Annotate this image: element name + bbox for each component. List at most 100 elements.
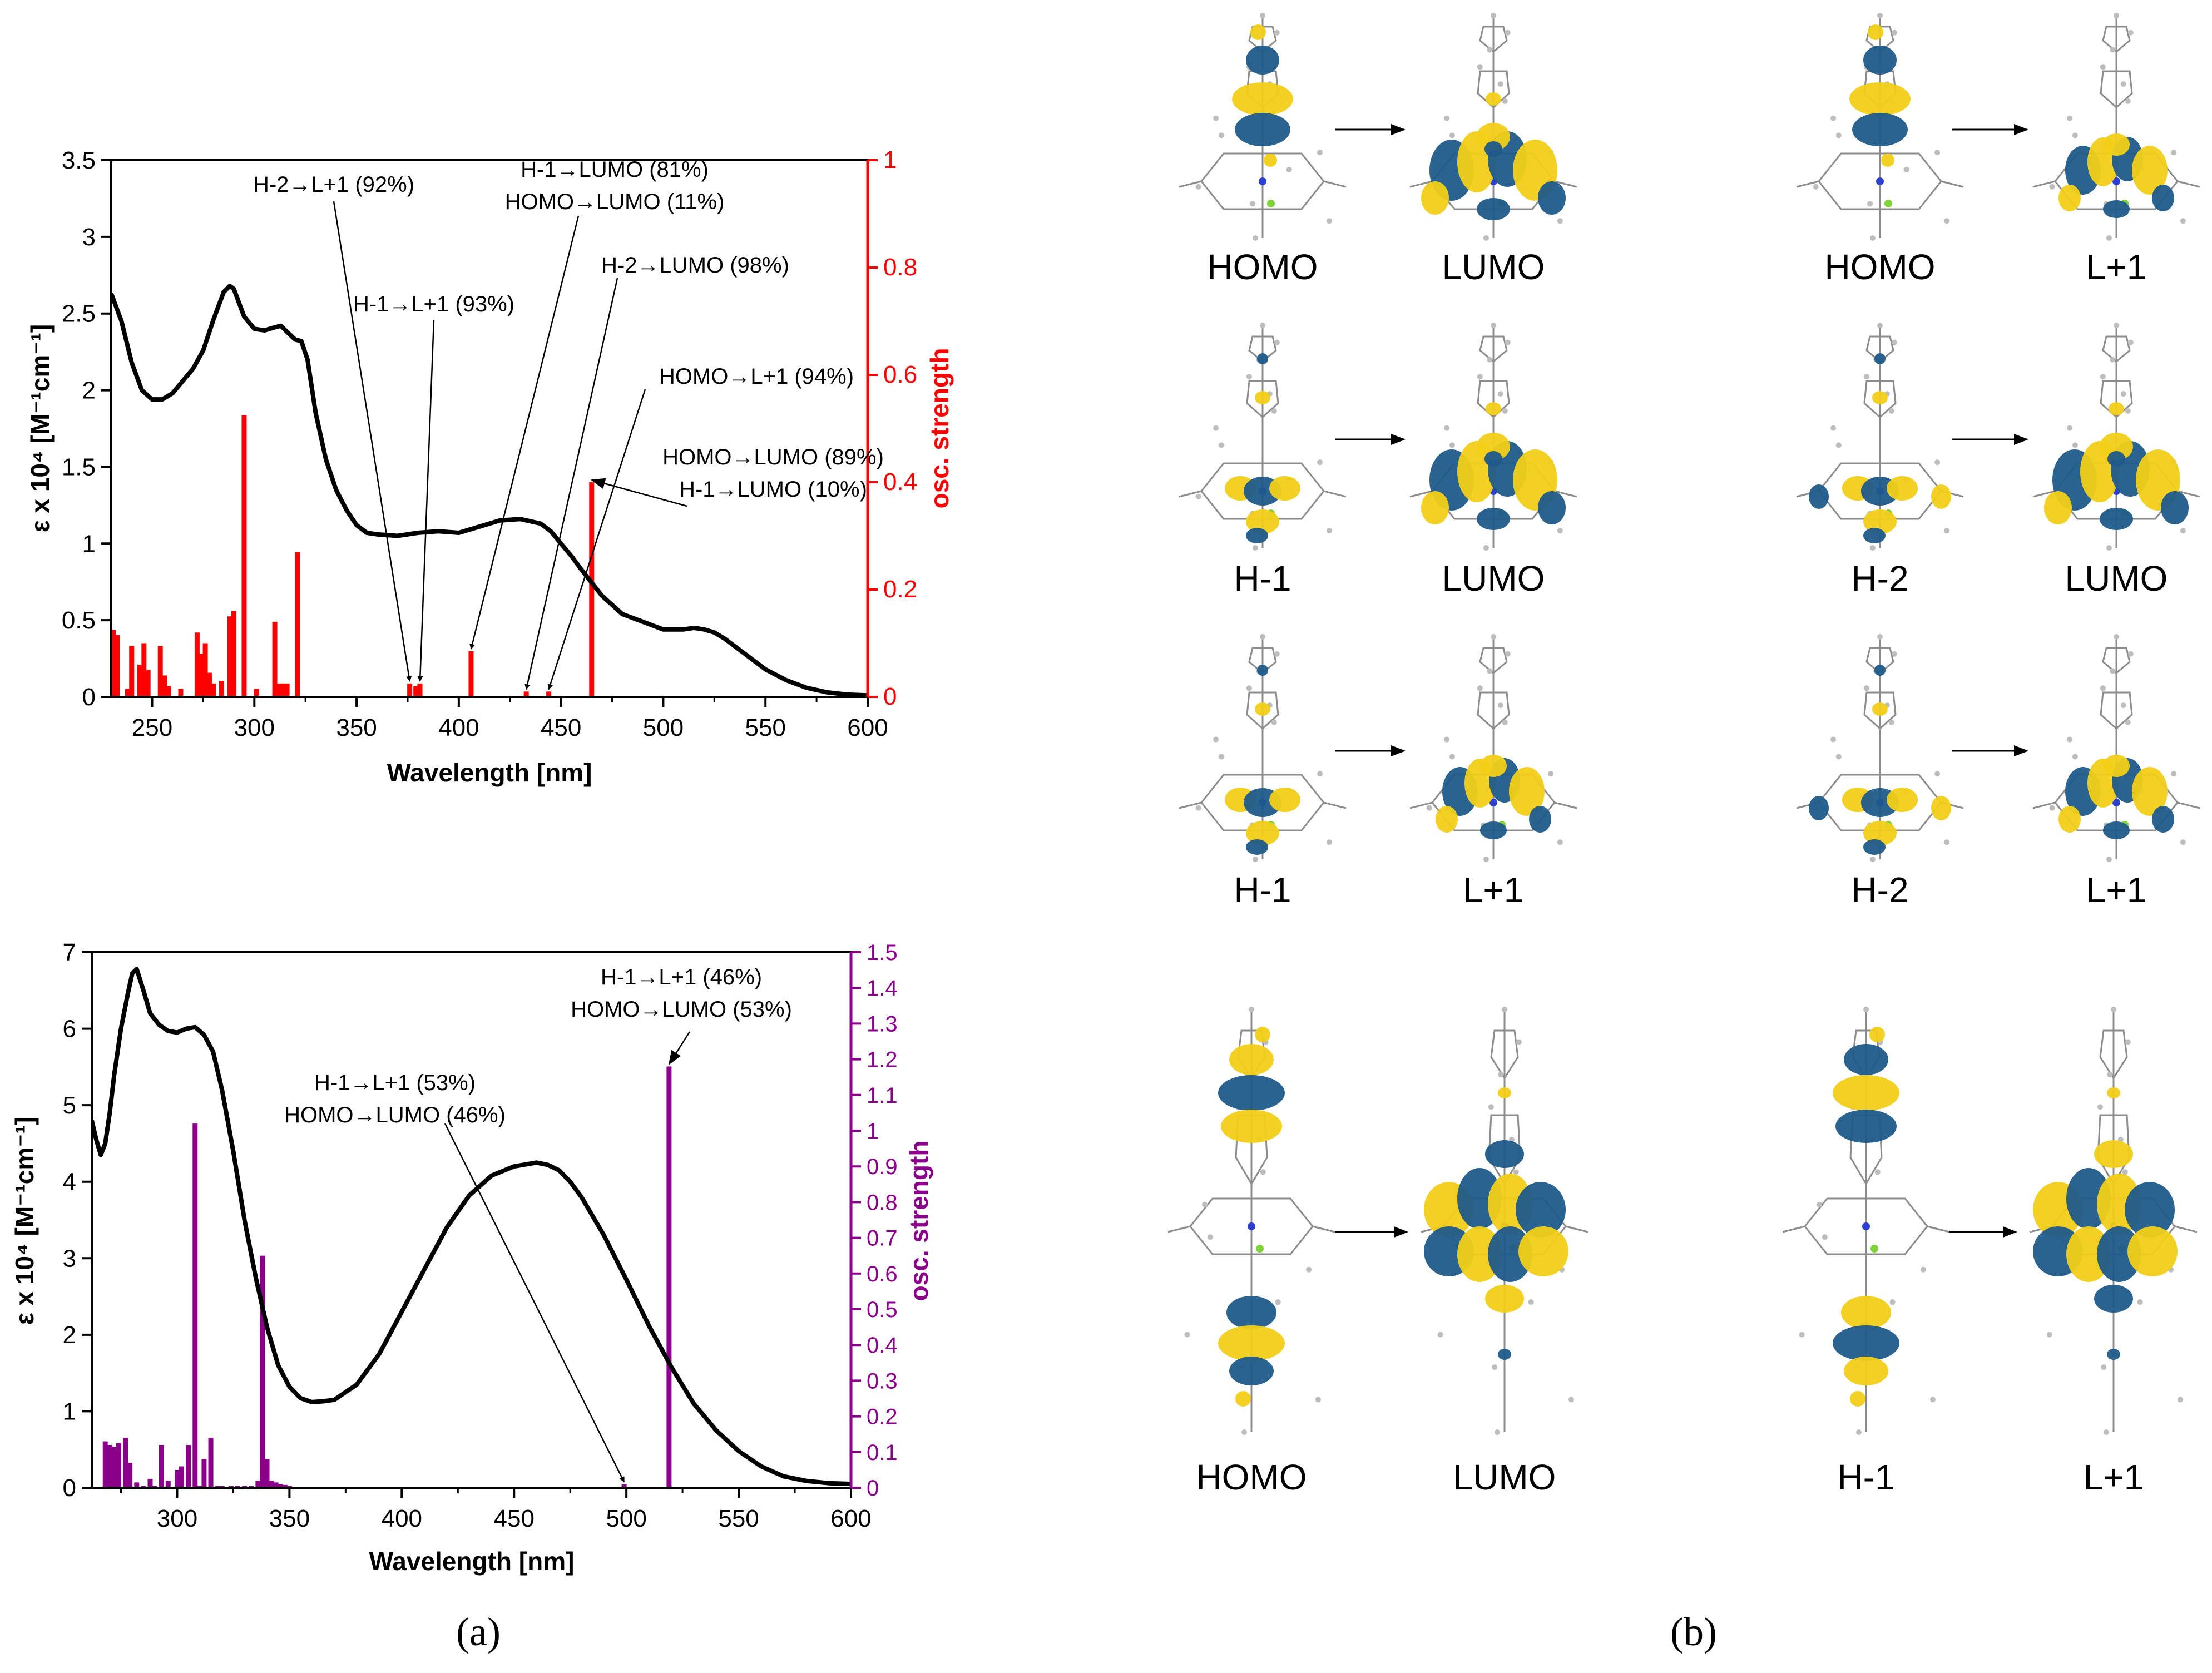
bot-osc-bar [192,1123,198,1488]
top-annotation-text: H-2→LUMO (98%) [601,253,789,278]
atom [1557,218,1563,224]
atom [1449,132,1455,138]
top-annotation-arrow [590,478,687,507]
orbital-lobe-positive [1235,1391,1251,1407]
bot-ytick-label: 0 [63,1474,76,1502]
top-ytick-label: 1 [82,530,96,557]
atom [1817,1201,1823,1207]
orbital-lobe-positive [1849,82,1911,116]
orbital-lobe-positive [1255,391,1270,404]
atom [1502,1007,1507,1012]
top-y-ticks: 0 0.5 1 1.5 2 2.5 3 3.5 [62,147,111,711]
top-osc-bar [254,689,259,697]
top-y2tick-label: 0.6 [883,361,917,388]
atom [1326,218,1332,224]
top-osc-bar [145,670,151,697]
top-osc-bar [407,683,413,697]
atom [2049,805,2055,811]
atom [1202,1201,1208,1207]
orbital-lobe-positive [1477,123,1510,151]
orbital-lobe-negative [1246,46,1279,75]
orbital-lobe-positive [2044,491,2072,524]
top-ytick-label: 0.5 [62,607,96,634]
orbital-lobe-positive [1833,1075,1899,1111]
orbital-lobe-positive [1221,1110,1282,1143]
nitrogen-atom [1862,1222,1870,1230]
top-osc-bar [227,616,232,697]
atom [2180,218,2186,224]
atom [1274,339,1280,345]
orbital-lobe-positive [1931,796,1951,820]
atom [1943,839,1949,845]
atom [1494,1429,1500,1435]
top-osc-bar [115,635,120,697]
atom [1477,374,1483,380]
bot-xtick-label: 500 [606,1505,646,1532]
atom [1274,651,1280,657]
bottom-plot-frame [91,951,852,1489]
atom [1444,736,1450,743]
atom [1326,839,1332,845]
atom [1830,736,1837,743]
bot-osc-bar [102,1441,108,1488]
bot-y2tick-label: 0.9 [867,1155,898,1179]
atom [1505,339,1511,345]
atom [1867,201,1873,207]
orbital-lobe-negative [2125,1182,2175,1238]
atom [2125,408,2131,414]
top-ytick-label: 0 [82,684,96,711]
top-y2tick-label: 0.8 [883,254,917,281]
bot-osc-bar [111,1447,117,1488]
atom [2120,391,2126,397]
orbital-lobe-negative [2107,451,2125,467]
top-ytick-label: 2 [82,377,96,404]
orbital-lobe-negative [1516,1182,1566,1238]
orbital-lobe-negative [2107,1349,2120,1360]
top-xtick-label: 350 [336,714,377,741]
bot-y2tick-label: 0.4 [867,1333,898,1358]
atom [2110,357,2116,363]
top-x-axis-label: Wavelength [nm] [387,758,592,787]
orbital-lobe-negative [1529,806,1551,833]
bottom-y-axis-label: ε x 10⁴ [M⁻¹cm⁻¹] [10,1117,39,1325]
orbital-label-from: H-1 [1234,558,1291,598]
top-xtick-label: 450 [541,714,581,741]
orbital-lobe-positive [1881,154,1894,167]
atom [2100,64,2106,70]
atom [1830,115,1837,121]
bot-osc-bar [116,1443,121,1488]
top-osc-bar [111,630,116,697]
bot-y2tick-label: 0.7 [867,1226,898,1251]
atom [1869,545,1876,551]
top-ytick-label: 2.5 [62,300,96,328]
top-osc-bar [137,665,142,697]
orbital-lobe-positive [1872,391,1888,404]
atom [2177,1397,2183,1403]
orbital-lobe-negative [2152,806,2174,833]
orbital-lobe-positive [1872,702,1888,716]
atom [1317,150,1323,156]
bottom-y2-axis-label: osc. strength [904,1141,933,1301]
orbital-lobe-positive [1269,476,1300,501]
top-osc-bar [413,686,419,697]
atom [1483,857,1489,862]
bot-y2tick-label: 1.2 [867,1048,898,1072]
orbital-label-from: HOMO [1824,247,1935,287]
bot-ytick-label: 6 [63,1016,76,1043]
top-osc-bar [178,689,184,697]
orbital-lobe-negative [1235,113,1290,146]
top-y2-ticks: 0 0.2 0.4 0.6 0.8 1 [868,146,917,710]
atom [1286,166,1292,172]
bottom-absorbance-curve [92,967,851,1487]
orbital-lobe-positive [2094,1140,2133,1168]
atom [2127,339,2134,345]
top-xtick-label: 400 [438,714,479,741]
atom [1252,857,1258,862]
atom [1275,1299,1281,1305]
orbital-lobe-positive [1869,1027,1885,1042]
orbital-lobe-positive [1246,509,1279,534]
atom [1505,651,1511,657]
top-plot-frame [110,159,869,698]
orbital-lobe-negative [1538,181,1566,215]
atom [1505,29,1511,36]
